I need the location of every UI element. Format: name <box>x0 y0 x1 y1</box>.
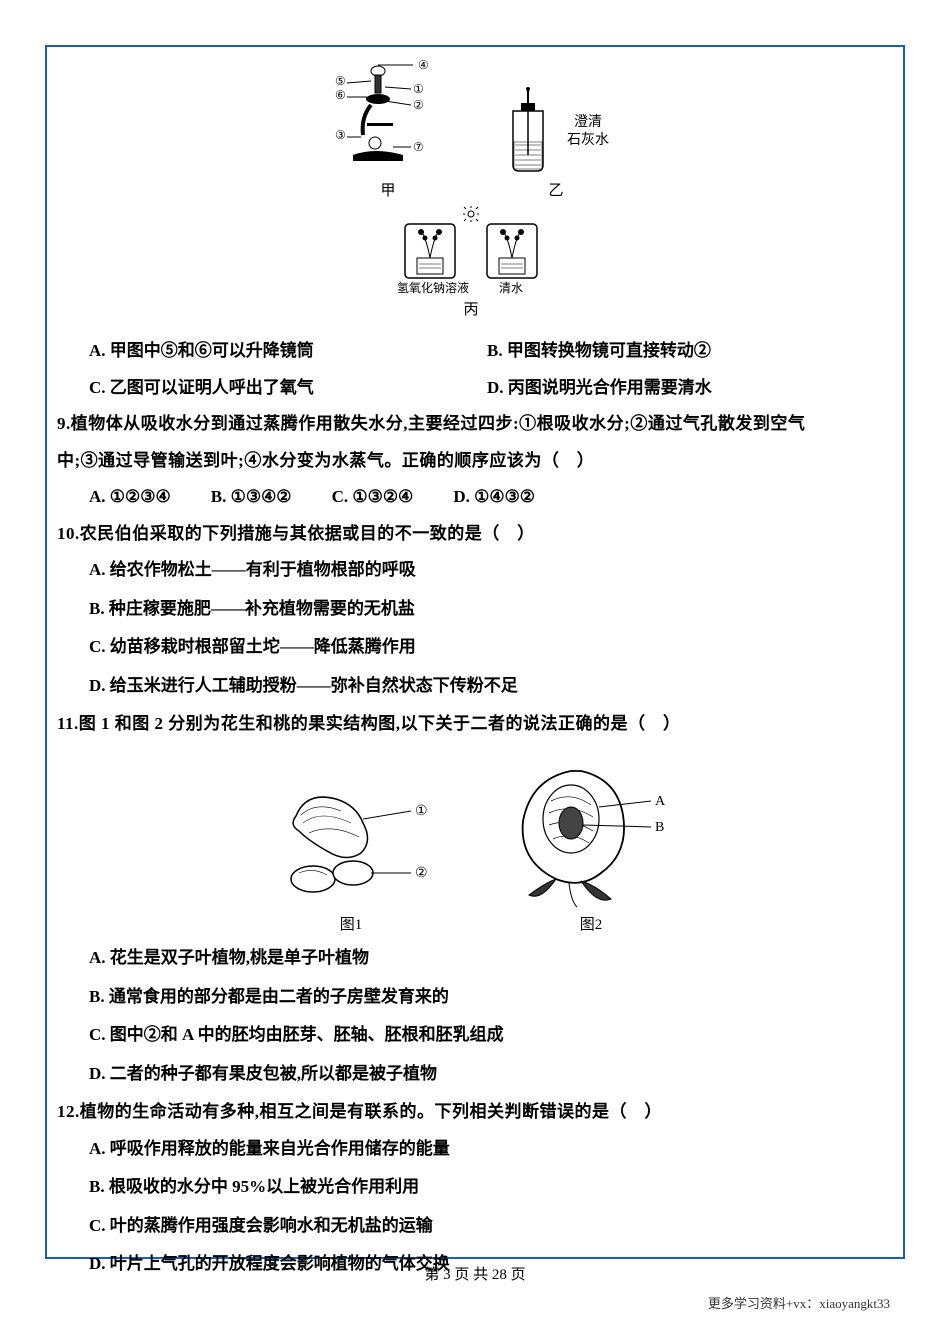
q8-option-A: A. 甲图中⑤和⑥可以升降镜筒 <box>89 333 487 370</box>
svg-text:①: ① <box>413 82 424 96</box>
svg-text:⑤: ⑤ <box>335 74 346 88</box>
q12-option-C: C. 叶的蒸腾作用强度会影响水和无机盐的运输 <box>89 1208 885 1245</box>
q12-option-A: A. 呼吸作用释放的能量来自光合作用储存的能量 <box>89 1131 885 1168</box>
q10-option-D: D. 给玉米进行人工辅助授粉——弥补自然状态下传粉不足 <box>89 668 885 705</box>
figure-yi-label: 乙 <box>548 179 563 200</box>
q11-option-D: D. 二者的种子都有果皮包被,所以都是被子植物 <box>89 1056 885 1093</box>
peanut-icon: ① ② <box>261 781 441 911</box>
q10-options: A. 给农作物松土——有利于植物根部的呼吸 B. 种庄稼要施肥——补充植物需要的… <box>57 552 885 704</box>
q8-options-row2: C. 乙图可以证明人呼出了氧气 D. 丙图说明光合作用需要清水 <box>57 370 885 407</box>
figure-block-top: ④ ⑤ ⑥ ① ② <box>57 57 885 319</box>
q8-option-C: C. 乙图可以证明人呼出了氧气 <box>89 370 487 407</box>
svg-text:②: ② <box>415 866 428 881</box>
q12-options: A. 呼吸作用释放的能量来自光合作用储存的能量 B. 根吸收的水分中 95%以上… <box>57 1131 885 1283</box>
svg-text:A: A <box>655 794 666 809</box>
svg-text:③: ③ <box>335 128 346 142</box>
jars-icon: 氢氧化钠溶液 清水 <box>371 206 571 296</box>
q9-option-C: C. ①③②④ <box>332 479 414 516</box>
q8-option-D: D. 丙图说明光合作用需要清水 <box>487 370 885 407</box>
page-content: ④ ⑤ ⑥ ① ② <box>45 45 905 1259</box>
svg-text:⑦: ⑦ <box>413 140 424 154</box>
microscope-icon: ④ ⑤ ⑥ ① ② <box>333 57 443 177</box>
q11-option-A: A. 花生是双子叶植物,桃是单子叶植物 <box>89 940 885 977</box>
q11-figure-block: ① ② 图1 <box>57 761 885 934</box>
figure-1-label: 图1 <box>340 913 363 934</box>
q9-text1: 9.植物体从吸收水分到通过蒸腾作用散失水分,主要经过四步:①根吸收水分;②通过气… <box>57 406 885 443</box>
q9-options: A. ①②③④ B. ①③④② C. ①③②④ D. ①④③② <box>57 479 885 516</box>
q11-option-C: C. 图中②和 A 中的胚均由胚芽、胚轴、胚根和胚乳组成 <box>89 1017 885 1054</box>
q8-option-B: B. 甲图转换物镜可直接转动② <box>487 333 885 370</box>
svg-text:④: ④ <box>418 58 429 72</box>
q10-option-C: C. 幼苗移栽时根部留土坨——降低蒸腾作用 <box>89 629 885 666</box>
figure-jia-label: 甲 <box>380 179 395 200</box>
q11-options: A. 花生是双子叶植物,桃是单子叶植物 B. 通常食用的部分都是由二者的子房壁发… <box>57 940 885 1092</box>
more-materials: 更多学习资料+vx：xiaoyangkt33 <box>708 1293 890 1312</box>
q10-option-B: B. 种庄稼要施肥——补充植物需要的无机盐 <box>89 591 885 628</box>
naoh-label: 氢氧化钠溶液 <box>397 280 469 295</box>
figure-2-label: 图2 <box>580 913 603 934</box>
figure-bing: 氢氧化钠溶液 清水 丙 <box>57 206 885 319</box>
q12-option-B: B. 根吸收的水分中 95%以上被光合作用利用 <box>89 1169 885 1206</box>
page-footer: 第 3 页 共 28 页 <box>0 1263 950 1284</box>
q9-option-D: D. ①④③② <box>453 479 535 516</box>
q11-option-B: B. 通常食用的部分都是由二者的子房壁发育来的 <box>89 979 885 1016</box>
svg-text:⑥: ⑥ <box>335 88 346 102</box>
q10-option-A: A. 给农作物松土——有利于植物根部的呼吸 <box>89 552 885 589</box>
q9-text2: 中;③通过导管输送到叶;④水分变为水蒸气。正确的顺序应该为（ ） <box>57 443 885 480</box>
limewater-label: 澄清 石灰水 <box>567 114 609 150</box>
q10-text: 10.农民伯伯采取的下列措施与其依据或目的不一致的是（ ） <box>57 516 885 553</box>
water-label: 清水 <box>499 281 523 295</box>
figure-bing-label: 丙 <box>463 298 478 319</box>
svg-text:B: B <box>655 820 664 835</box>
figure-2: A B 图2 <box>501 761 681 934</box>
q9-option-A: A. ①②③④ <box>89 479 171 516</box>
q9-option-B: B. ①③④② <box>211 479 292 516</box>
figure-jia: ④ ⑤ ⑥ ① ② <box>333 57 443 200</box>
bottle-icon <box>503 87 553 177</box>
q12-text: 12.植物的生命活动有多种,相互之间是有联系的。下列相关判断错误的是（ ） <box>57 1094 885 1131</box>
figure-yi: 澄清 石灰水 乙 <box>503 87 609 200</box>
figure-1: ① ② 图1 <box>261 781 441 934</box>
svg-text:②: ② <box>413 98 424 112</box>
peach-icon: A B <box>501 761 681 911</box>
svg-text:①: ① <box>415 804 428 819</box>
q11-text: 11.图 1 和图 2 分别为花生和桃的果实结构图,以下关于二者的说法正确的是（… <box>57 706 885 743</box>
q8-options-row1: A. 甲图中⑤和⑥可以升降镜筒 B. 甲图转换物镜可直接转动② <box>57 333 885 370</box>
